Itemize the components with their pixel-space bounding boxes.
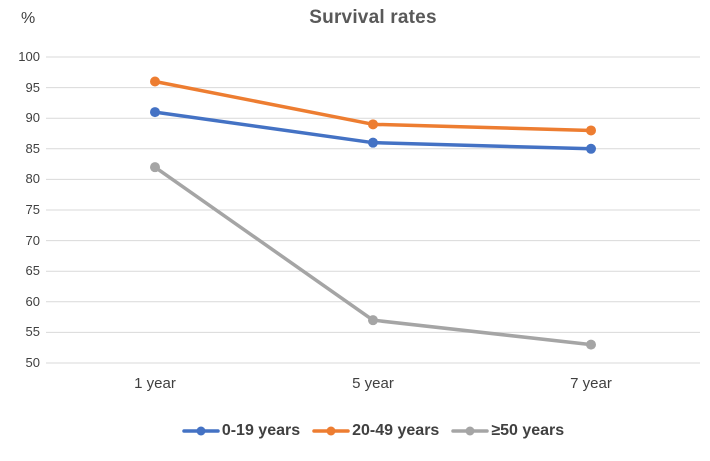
series-1 [150,76,596,136]
data-point-marker [368,119,378,130]
series-2 [150,162,596,350]
data-point-marker [368,315,378,326]
legend-label: 0-19 years [221,422,301,439]
y-axis-unit-label: % [21,10,36,27]
data-point-marker [150,76,160,87]
x-category-label: 1 year [134,375,176,392]
y-tick-label: 95 [25,79,40,95]
legend-item: ≥50 years [451,422,564,440]
legend-item: 20-49 years [312,422,439,440]
x-category-label: 5 year [352,375,394,392]
y-tick-label: 50 [25,355,40,370]
y-tick-label: 60 [25,293,40,309]
legend-item: 0-19 years [182,422,300,440]
y-tick-label: 85 [25,140,40,156]
legend-line-marker-icon [312,426,350,436]
series-0 [150,107,596,154]
data-point-marker [368,137,378,148]
legend-label: 20-49 years [352,422,440,439]
data-point-marker [150,162,160,173]
x-category-label: 7 year [570,375,612,392]
legend-line-marker-icon [451,426,490,436]
y-tick-label: 75 [25,202,40,217]
y-tick-label: 80 [25,171,40,187]
chart-title: Survival rates [309,7,437,28]
y-tick-label: 55 [25,324,40,340]
y-tick-label: 90 [25,110,40,126]
data-point-marker [586,125,596,136]
y-tick-label: 65 [25,263,40,279]
data-point-marker [586,143,596,154]
data-point-marker [586,339,596,350]
legend-line-marker-icon [182,426,220,436]
legend-label: ≥50 years [491,422,565,439]
chart-legend: 0-19 years 20-49 years ≥50 years [46,422,700,440]
y-tick-label: 70 [25,232,40,248]
data-point-marker [150,107,160,118]
y-tick-label: 100 [18,49,40,64]
